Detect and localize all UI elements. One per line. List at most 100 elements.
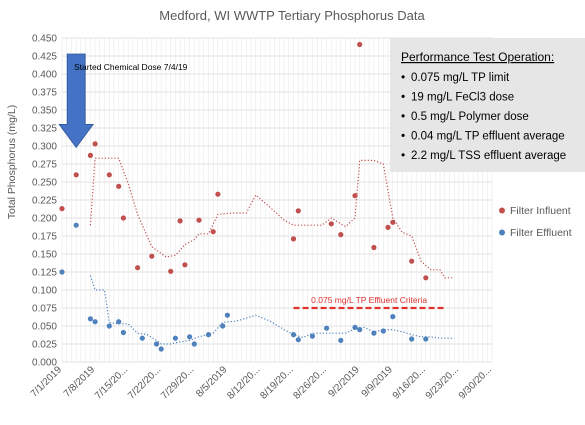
filter-influent-point <box>390 219 396 225</box>
trend-lines <box>89 157 455 345</box>
x-tick-label: 9/16/20... <box>391 364 428 401</box>
criteria-label: 0.075 mg/L TP Effluent Criteria <box>311 295 427 305</box>
x-tick-label: 7/15/20... <box>93 364 130 401</box>
legend-label: Filter Influent <box>510 205 571 217</box>
filter-influent-point <box>338 232 344 238</box>
info-box-bullet: • <box>401 90 405 104</box>
filter-influent-point <box>73 172 79 178</box>
filter-influent-point <box>196 217 202 223</box>
info-box-item: 19 mg/L FeCl3 dose <box>411 92 514 104</box>
filter-effluent-point <box>59 269 65 275</box>
filter-influent-point <box>120 215 126 221</box>
filter-effluent-point <box>324 325 330 331</box>
filter-influent-point <box>177 218 183 224</box>
filter-influent-point <box>168 268 174 274</box>
filter-influent-point <box>182 262 188 268</box>
annotations: 0.075 mg/L TP Effluent Criteria Started C… <box>58 53 445 310</box>
filter-influent-point <box>106 172 112 178</box>
x-tick-label: 9/2/2019 <box>327 364 363 400</box>
y-tick-label: 0.375 <box>32 88 57 99</box>
filter-effluent-point <box>153 341 160 347</box>
filter-effluent-point <box>158 346 164 352</box>
filter-influent-point <box>290 236 297 242</box>
filter-effluent-point <box>290 332 297 338</box>
filter-influent-point <box>210 229 216 235</box>
y-tick-label: 0.225 <box>32 196 57 207</box>
info-box-item: 2.2 mg/L TSS effluent average <box>411 150 566 162</box>
filter-effluent-point <box>139 335 145 341</box>
y-tick-label: 0.450 <box>32 34 57 45</box>
filter-effluent-point <box>73 222 79 228</box>
filter-influent-point <box>59 206 65 212</box>
filter-effluent-point <box>172 335 178 341</box>
info-box-item: 0.075 mg/L TP limit <box>411 72 510 84</box>
chart-title: Medford, WI WWTP Tertiary Phosphorus Dat… <box>159 8 425 23</box>
info-box-bullet: • <box>401 129 405 143</box>
filter-effluent-point <box>116 319 122 325</box>
filter-influent-point <box>423 275 429 281</box>
info-box-heading: Performance Test Operation: <box>401 50 554 64</box>
x-tick-label: 9/23/20... <box>424 364 461 401</box>
y-tick-label: 0.125 <box>32 268 57 279</box>
filter-effluent-point <box>106 323 112 329</box>
filter-effluent-point <box>120 329 126 336</box>
y-tick-label: 0.400 <box>32 70 57 81</box>
legend-marker <box>499 207 505 214</box>
filter-influent-point <box>385 224 391 230</box>
y-tick-label: 0.100 <box>32 286 57 297</box>
filter-influent-point <box>116 183 122 189</box>
legend-label: Filter Effluent <box>510 227 572 239</box>
y-tick-label: 0.250 <box>32 178 57 189</box>
filter-effluent-point <box>338 337 344 343</box>
info-box-background <box>390 38 585 172</box>
y-tick-label: 0.025 <box>32 340 57 351</box>
y-axis: 0.000 0.025 0.050 0.075 0.100 0.125 0.150 0.175… <box>32 34 57 369</box>
filter-influent-point <box>92 141 98 147</box>
filter-influent-point <box>409 258 415 264</box>
y-tick-label: 0.000 <box>32 358 57 369</box>
x-tick-label: 8/26/20... <box>291 364 328 401</box>
dose-label: Started Chemical Dose 7/4/19 <box>74 62 188 72</box>
info-box-item: 0.5 mg/L Polymer dose <box>411 111 529 123</box>
filter-effluent-point <box>295 337 301 343</box>
filter-influent-point <box>371 244 377 251</box>
filter-effluent-point <box>309 333 315 339</box>
legend: Filter Influent Filter Effluent <box>499 205 572 239</box>
filter-influent-point <box>295 208 301 214</box>
filter-effluent-point <box>357 327 363 333</box>
y-tick-label: 0.050 <box>32 322 57 333</box>
filter-effluent-point <box>224 312 230 318</box>
filter-effluent-point <box>187 334 193 340</box>
y-tick-label: 0.200 <box>32 214 57 225</box>
filter-influent-point <box>328 221 334 227</box>
filter-influent-point <box>149 253 155 259</box>
filter-effluent-point <box>423 336 429 342</box>
legend-marker <box>499 229 505 236</box>
x-tick-label: 9/30/20... <box>457 364 494 401</box>
y-tick-label: 0.175 <box>32 232 57 243</box>
filter-effluent-point <box>390 314 396 320</box>
info-box-item: 0.04 mg/L TP effluent average <box>411 131 565 143</box>
x-tick-label: 8/19/20... <box>258 364 295 401</box>
filter-effluent-point <box>220 323 226 329</box>
dose-arrow <box>58 53 94 149</box>
trend-line-filter-influent <box>89 157 455 279</box>
y-tick-label: 0.425 <box>32 52 57 63</box>
y-tick-label: 0.300 <box>32 142 57 153</box>
x-axis: 7/1/20197/8/20197/15/20...7/22/20...7/29… <box>29 364 494 402</box>
trend-line-filter-effluent <box>89 275 455 345</box>
info-box-bullet: • <box>401 148 405 162</box>
filter-effluent-point <box>92 319 98 325</box>
filter-influent-point <box>87 152 93 158</box>
filter-influent-point <box>357 41 363 48</box>
filter-influent-point <box>135 265 141 271</box>
filter-effluent-point <box>205 332 212 338</box>
filter-effluent-point <box>352 324 358 330</box>
y-tick-label: 0.150 <box>32 250 57 261</box>
y-tick-label: 0.275 <box>32 160 57 171</box>
y-tick-label: 0.075 <box>32 304 57 315</box>
filter-effluent-point <box>380 328 386 334</box>
filter-effluent-point <box>371 330 377 336</box>
